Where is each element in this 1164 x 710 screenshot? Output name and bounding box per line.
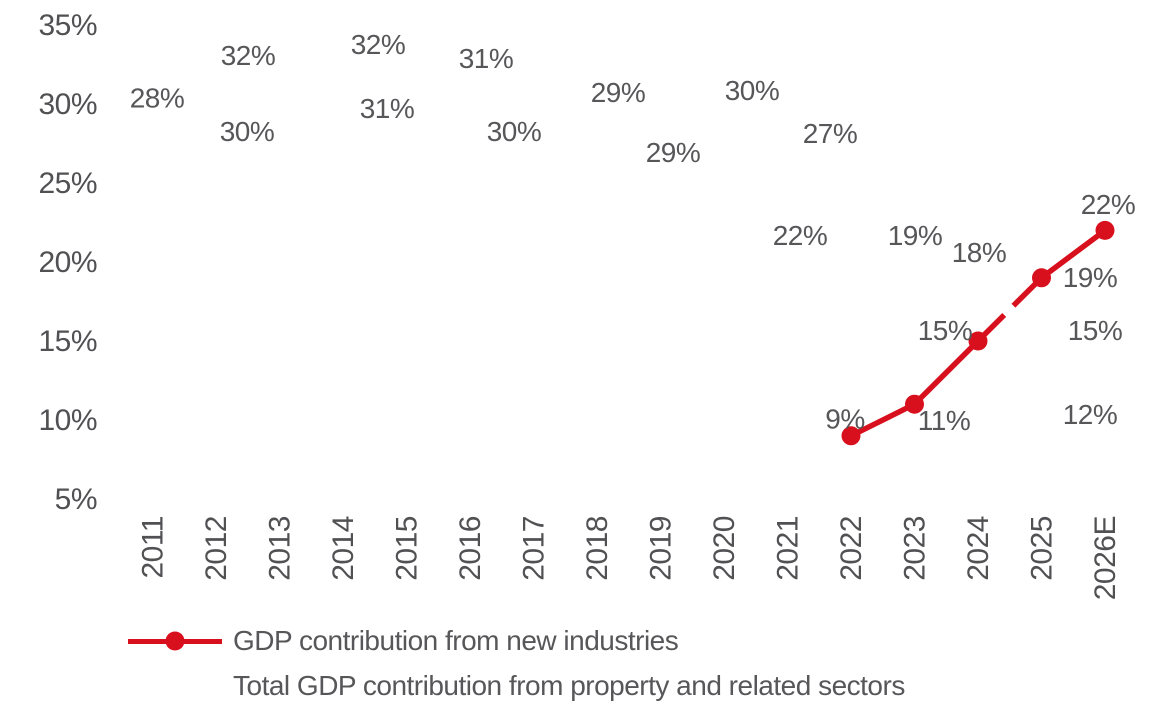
label-series-1-2026E: 12% xyxy=(1063,399,1118,430)
label-series-0-2024: 15% xyxy=(918,315,973,346)
chart-legend: GDP contribution from new industries Tot… xyxy=(128,625,905,701)
x-axis-label-2014: 2014 xyxy=(327,516,360,581)
x-axis-label-2019: 2019 xyxy=(645,516,678,581)
x-axis-label-2023: 2023 xyxy=(899,516,932,581)
series-0-segment-2025-2026E xyxy=(1039,228,1107,281)
label-series-1-2017: 30% xyxy=(487,116,542,147)
label-series-1-2021: 27% xyxy=(803,118,858,149)
legend-label-new-industries: GDP contribution from new industries xyxy=(233,625,679,656)
point-2024 xyxy=(968,331,988,351)
label-series-1-2024: 18% xyxy=(952,237,1007,268)
label-series-1-2014: 32% xyxy=(351,29,406,60)
series-0-segment-2024-2025 xyxy=(976,275,1044,343)
x-axis-label-2026E: 2026E xyxy=(1089,516,1122,600)
x-axis-label-2022: 2022 xyxy=(835,516,868,581)
y-axis-label-20: 20% xyxy=(38,246,97,279)
legend-marker-dot xyxy=(165,631,185,651)
x-axis-label-2018: 2018 xyxy=(581,516,614,581)
point-2025 xyxy=(1032,268,1051,288)
series-0-segment-2022-2023 xyxy=(849,401,916,439)
label-series-1-2020: 30% xyxy=(725,75,780,106)
label-series-0-2023: 11% xyxy=(918,405,970,436)
x-axis-label-2011: 2011 xyxy=(137,516,170,579)
label-series-1-2019: 29% xyxy=(646,137,701,168)
y-axis-label-5: 5% xyxy=(55,483,97,516)
label-series-1-2011: 28% xyxy=(130,83,185,114)
point-2022 xyxy=(841,426,861,446)
label-series-1-2018: 29% xyxy=(591,77,646,108)
legend-item-new-industries: GDP contribution from new industries xyxy=(128,625,905,656)
point-2023 xyxy=(905,394,924,414)
point-2026E xyxy=(1095,220,1115,240)
y-axis-label-35: 35% xyxy=(38,9,97,42)
label-series-0-2026E: 22% xyxy=(1081,189,1136,220)
y-axis-label-30: 30% xyxy=(38,88,97,121)
x-axis-label-2013: 2013 xyxy=(264,516,297,581)
label-series-1-2025: 15% xyxy=(1068,315,1123,346)
x-axis-label-2024: 2024 xyxy=(962,516,995,581)
label-series-0-2025: 19% xyxy=(1063,262,1118,293)
y-axis-label-25: 25% xyxy=(38,167,97,200)
y-axis-label-10: 10% xyxy=(38,404,97,437)
label-series-1-2012: 32% xyxy=(221,40,276,71)
x-axis-label-2016: 2016 xyxy=(454,516,487,581)
legend-label-property: Total GDP contribution from property and… xyxy=(233,670,905,701)
label-series-1-2013: 30% xyxy=(220,116,275,147)
label-series-1-2022: 22% xyxy=(773,220,828,251)
label-series-1-2016: 31% xyxy=(459,43,514,74)
x-axis-label-2021: 2021 xyxy=(772,516,805,581)
label-series-1-2023: 19% xyxy=(888,220,943,251)
x-axis-label-2017: 2017 xyxy=(518,516,551,581)
y-axis-label-15: 15% xyxy=(38,325,97,358)
legend-item-property: Total GDP contribution from property and… xyxy=(128,670,905,701)
x-axis-label-2020: 2020 xyxy=(708,516,741,581)
x-axis-label-2015: 2015 xyxy=(391,516,424,581)
label-series-0-2022: 9% xyxy=(825,403,864,434)
label-series-1-2015: 31% xyxy=(360,93,415,124)
x-axis-label-2012: 2012 xyxy=(200,516,233,581)
legend-line-sample xyxy=(128,631,222,651)
series-0-segment-2023-2024 xyxy=(912,339,980,407)
x-axis-label-2025: 2025 xyxy=(1026,516,1059,581)
